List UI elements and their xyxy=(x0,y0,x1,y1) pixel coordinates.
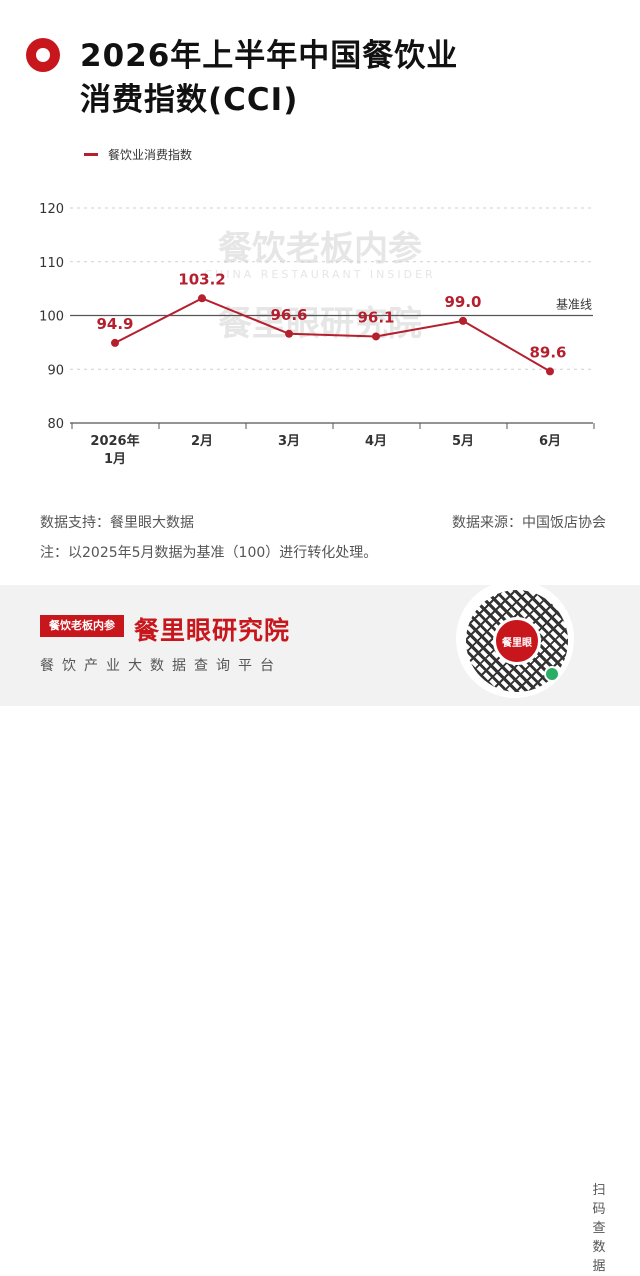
x-tick-label: 3月 xyxy=(278,434,300,449)
x-tick-label: 6月 xyxy=(539,434,561,449)
watermark-line-2: CHINA RESTAURANT INSIDER xyxy=(204,268,435,281)
page: 2026年上半年中国餐饮业 消费指数(CCI) 餐饮业消费指数 餐饮老板内参 C… xyxy=(0,34,640,1274)
data-point xyxy=(546,367,554,376)
y-tick-label: 80 xyxy=(47,417,64,432)
legend-swatch xyxy=(84,153,98,156)
watermark-line-3: 餐里眼研究院 xyxy=(218,304,422,344)
baseline-note: 注：以2025年5月数据为基准（100）进行转化处理。 xyxy=(40,545,378,561)
y-tick-label: 100 xyxy=(39,310,64,325)
y-tick-label: 110 xyxy=(39,256,64,271)
brand-logo-box: 餐饮老板内参 xyxy=(40,615,124,637)
page-title: 2026年上半年中国餐饮业 消费指数(CCI) xyxy=(80,34,458,122)
data-point xyxy=(459,316,467,325)
baseline-label: 基准线 xyxy=(556,298,592,312)
x-tick-label: 2026年 xyxy=(90,433,139,449)
data-point xyxy=(372,332,380,341)
y-tick-label: 120 xyxy=(39,202,64,217)
qr-logo: 餐里眼 xyxy=(493,617,541,665)
x-tick-label: 5月 xyxy=(452,434,474,449)
legend-label: 餐饮业消费指数 xyxy=(108,148,193,162)
qr-code[interactable]: 餐里眼 xyxy=(456,580,574,698)
y-tick-label: 90 xyxy=(47,363,64,378)
data-label: 96.1 xyxy=(357,308,394,326)
data-point xyxy=(285,329,293,338)
watermark-line-1: 餐饮老板内参 xyxy=(218,229,422,269)
title-line-2: 消费指数(CCI) xyxy=(80,82,299,118)
line-chart: 餐饮老板内参 CHINA RESTAURANT INSIDER 餐里眼研究院 8… xyxy=(39,202,595,467)
data-label: 96.6 xyxy=(270,306,307,324)
data-point xyxy=(198,294,206,303)
brand-circle-icon xyxy=(26,38,60,72)
data-point xyxy=(111,338,119,347)
series-line xyxy=(114,297,551,373)
brand-tagline: 餐饮产业大数据查询平台 xyxy=(40,658,282,674)
brand-name: 餐里眼研究院 xyxy=(134,616,291,645)
data-source-note: 数据来源：中国饭店协会 xyxy=(452,515,606,531)
title-line-1: 2026年上半年中国餐饮业 xyxy=(80,38,459,74)
data-label: 103.2 xyxy=(178,270,225,288)
x-tick-label: 1月 xyxy=(104,452,126,467)
scan-prompt: 扫码查数据 xyxy=(592,1183,606,1274)
mini-program-icon xyxy=(544,666,560,682)
x-tick-label: 4月 xyxy=(365,434,387,449)
data-label: 99.0 xyxy=(444,293,481,311)
data-label: 94.9 xyxy=(96,315,133,333)
data-support-note: 数据支持：餐里眼大数据 xyxy=(40,515,194,531)
x-tick-label: 2月 xyxy=(191,434,213,449)
data-label: 89.6 xyxy=(529,343,566,361)
chart-legend: 餐饮业消费指数 xyxy=(84,146,192,163)
